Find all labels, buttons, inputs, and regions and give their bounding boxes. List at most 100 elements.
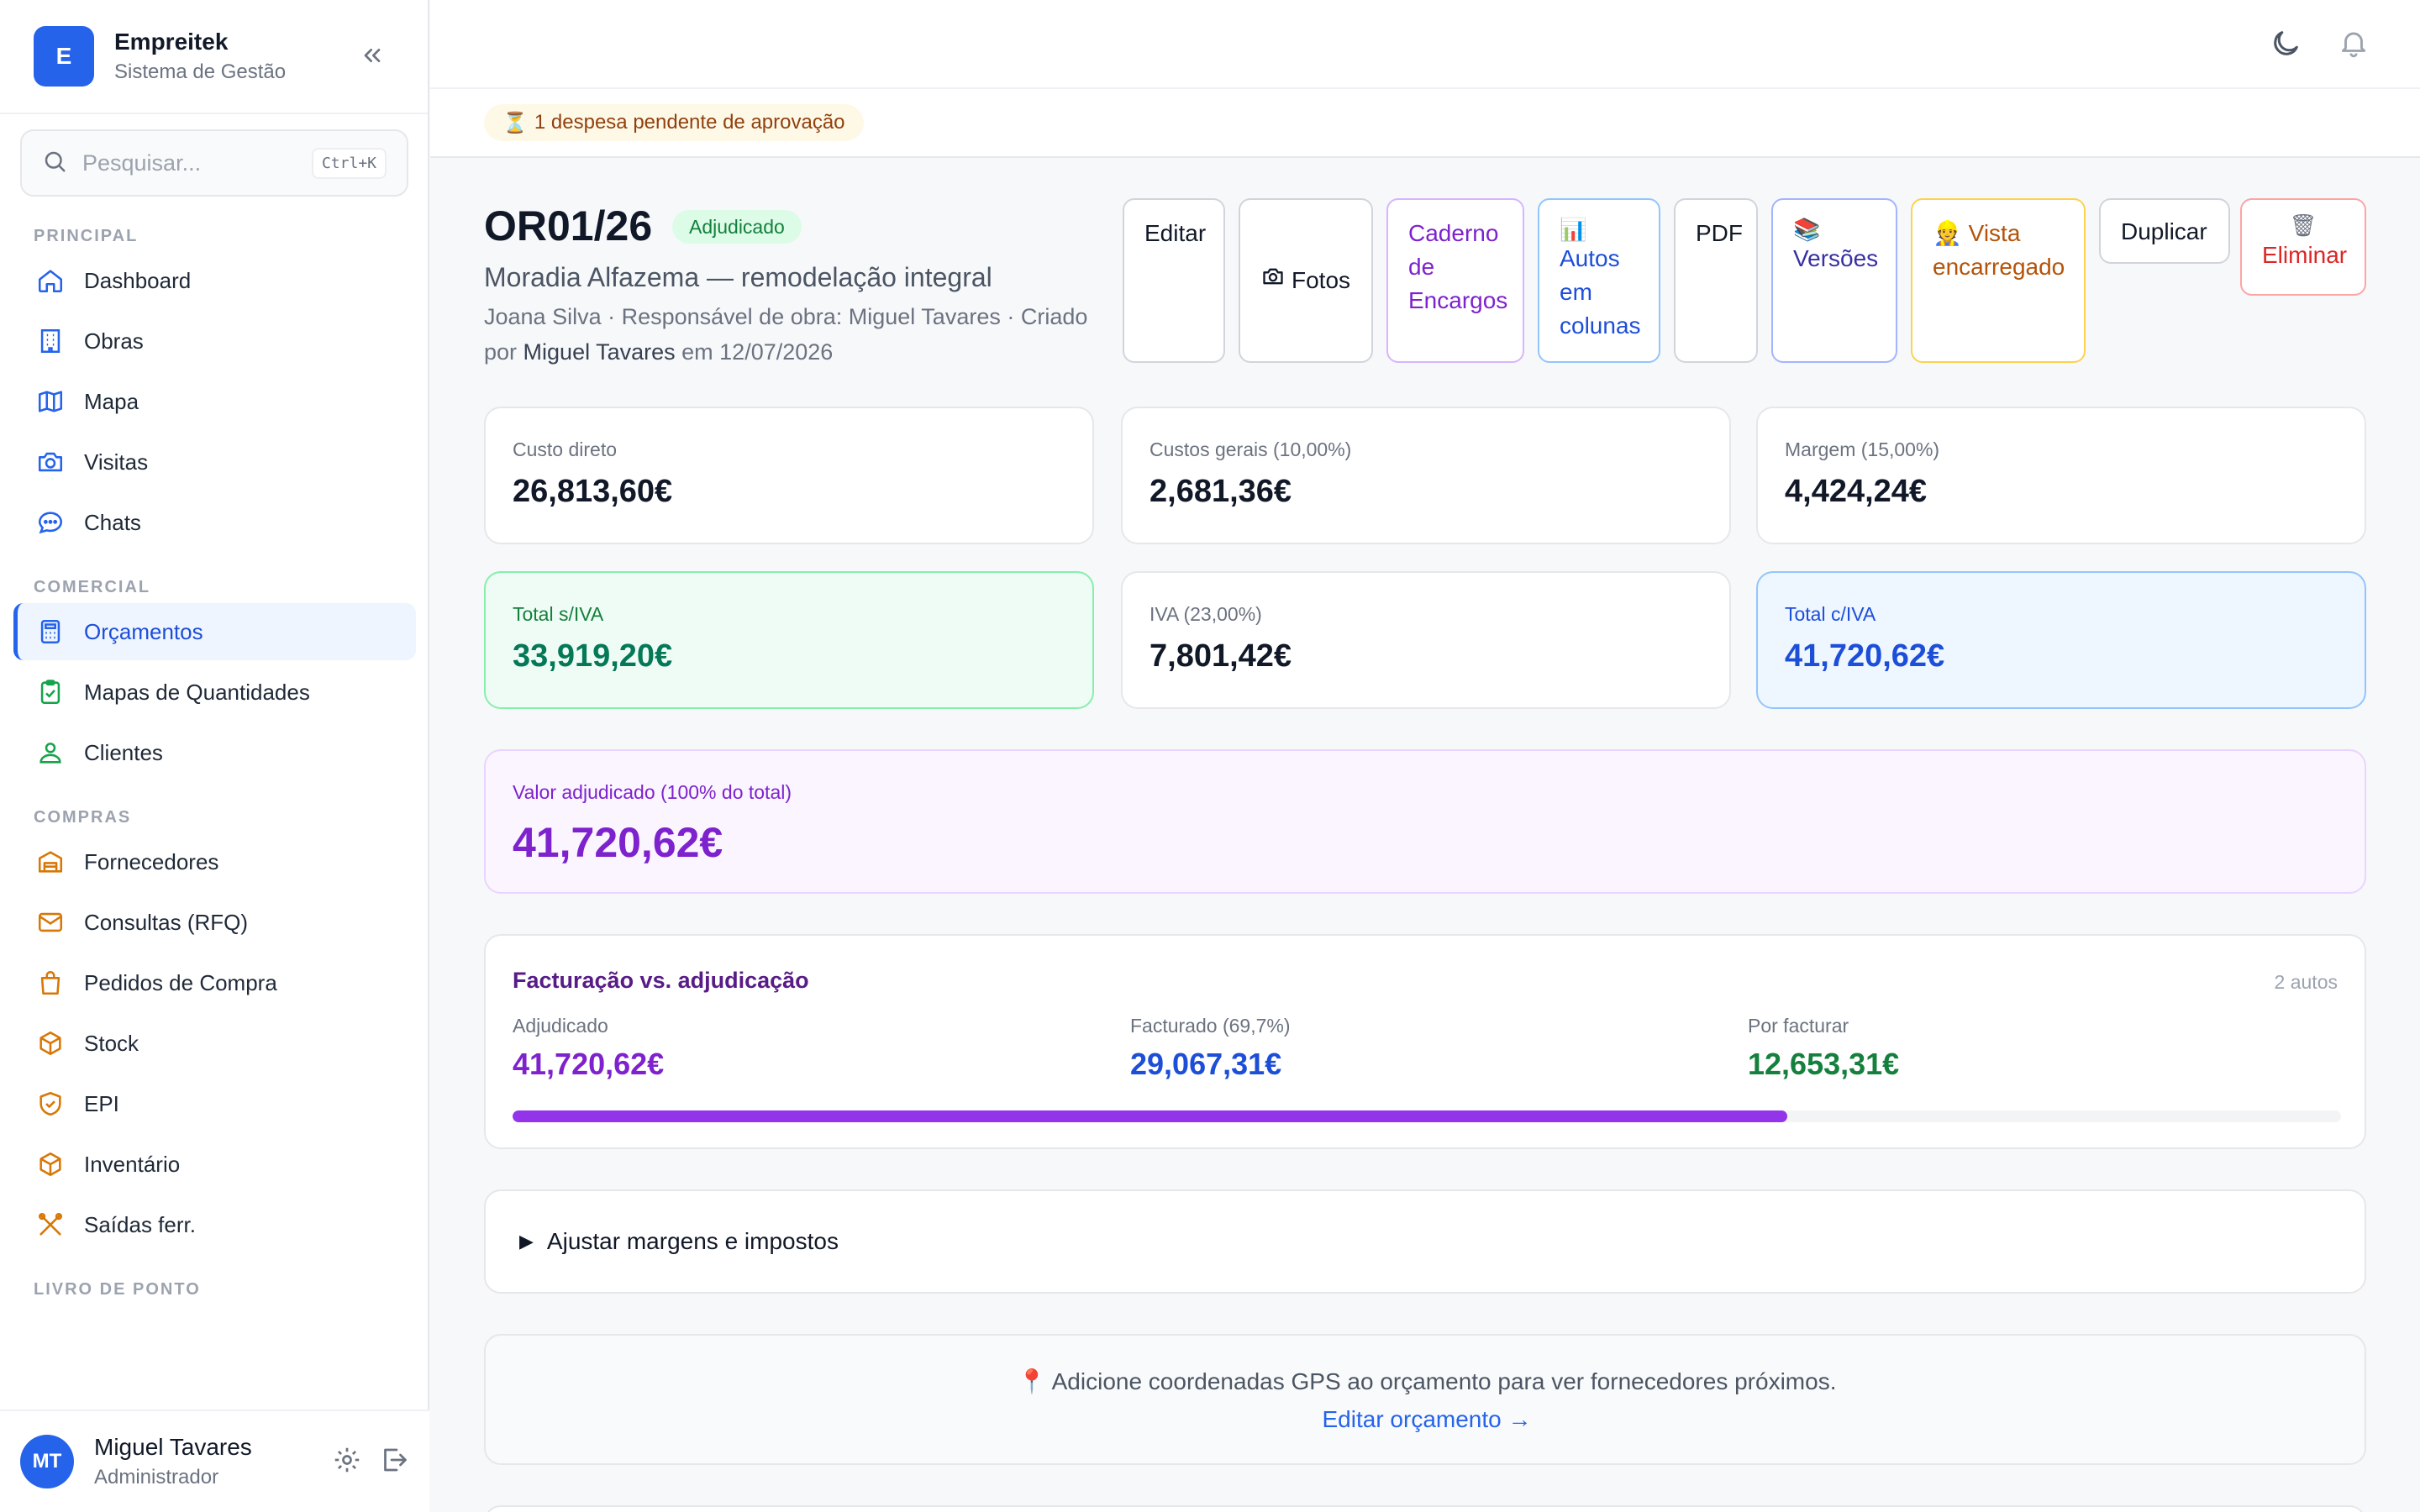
- sidebar-item-mapas-quantidades[interactable]: Mapas de Quantidades: [13, 664, 416, 721]
- sidebar-item-obras[interactable]: Obras: [13, 312, 416, 370]
- sidebar-item-chats[interactable]: Chats: [13, 494, 416, 551]
- sidebar-item-visitas[interactable]: Visitas: [13, 433, 416, 491]
- page-title: OR01/26: [484, 202, 653, 249]
- billing-remaining-label: Por facturar: [1748, 1015, 1849, 1037]
- calculator-icon: [34, 615, 67, 648]
- bell-icon[interactable]: [2338, 27, 2370, 63]
- sidebar-item-label: Consultas (RFQ): [84, 909, 249, 935]
- trash-icon: 🗑: [2289, 213, 2317, 238]
- photos-label: Fotos: [1291, 267, 1351, 293]
- card-label: Margem (15,00%): [1785, 438, 1940, 460]
- user-panel: MT Miguel Tavares Administrador: [0, 1410, 429, 1512]
- card-value: 33,919,20€: [513, 638, 673, 674]
- duplicate-button[interactable]: Duplicar: [2099, 198, 2230, 264]
- summary-card-subtotal: Total s/IVA 33,919,20€: [484, 571, 1094, 709]
- sidebar-item-pedidos-compra[interactable]: Pedidos de Compra: [13, 954, 416, 1011]
- app-name: Empreitek: [114, 29, 229, 55]
- sidebar-item-epi[interactable]: EPI: [13, 1075, 416, 1132]
- sidebar-item-label: Fornecedores: [84, 848, 219, 874]
- sidebar-item-orcamentos[interactable]: Orçamentos: [13, 603, 416, 660]
- pin-icon: 📍: [1017, 1368, 1047, 1394]
- chat-icon: [34, 506, 67, 539]
- sidebar-item-label: Mapas de Quantidades: [84, 679, 310, 705]
- bar-chart-icon: 📊: [1560, 217, 1587, 242]
- shield-icon: [34, 1087, 67, 1121]
- search-input[interactable]: Pesquisar... Ctrl+K: [20, 129, 408, 197]
- logout-icon[interactable]: [379, 1445, 409, 1479]
- nav-section-title: COMERCIAL: [34, 578, 151, 596]
- card-label: Custo direto: [513, 438, 618, 460]
- billing-awarded-label: Adjudicado: [513, 1015, 608, 1037]
- moon-icon[interactable]: [2269, 27, 2302, 65]
- sidebar-item-consultas-rfq[interactable]: Consultas (RFQ): [13, 894, 416, 951]
- box-icon: [34, 1147, 67, 1181]
- camera-icon: [1261, 264, 1285, 297]
- adjust-margins-label: Ajustar margens e impostos: [546, 1228, 839, 1254]
- app-subtitle: Sistema de Gestão: [114, 60, 287, 83]
- meta-author: Miguel Tavares: [523, 339, 676, 365]
- summary-card-direct-cost: Custo direto 26,813,60€: [484, 407, 1094, 544]
- tools-icon: [34, 1208, 67, 1242]
- sidebar-item-clientes[interactable]: Clientes: [13, 724, 416, 781]
- card-value: 26,813,60€: [513, 474, 673, 509]
- sidebar-item-dashboard[interactable]: Dashboard: [13, 252, 416, 309]
- sidebar-item-stock[interactable]: Stock: [13, 1015, 416, 1072]
- adjust-margins-toggle[interactable]: ▶ Ajustar margens e impostos: [484, 1189, 2366, 1294]
- foreman-view-button[interactable]: 👷 Vista encarregado: [1911, 198, 2086, 363]
- billing-billed-label: Facturado (69,7%): [1130, 1015, 1291, 1037]
- edit-budget-link[interactable]: Editar orçamento →: [1322, 1406, 1532, 1432]
- chevrons-left-icon[interactable]: [359, 42, 386, 73]
- sidebar-item-label: Visitas: [84, 449, 149, 475]
- autos-columns-button[interactable]: 📊 Autos em colunas: [1538, 198, 1660, 363]
- delete-button[interactable]: 🗑 Eliminar: [2240, 198, 2366, 296]
- gps-notice-text: Adicione coordenadas GPS ao orçamento pa…: [1051, 1368, 1837, 1394]
- sidebar-item-saidas-ferr[interactable]: Saídas ferr.: [13, 1196, 416, 1253]
- card-label: Total c/IVA: [1785, 603, 1876, 625]
- sidebar-item-mapa[interactable]: Mapa: [13, 373, 416, 430]
- triangle-right-icon: ▶: [519, 1231, 534, 1252]
- nav-section-title: PRINCIPAL: [34, 227, 139, 245]
- edit-button[interactable]: Editar: [1123, 198, 1225, 363]
- sidebar-item-label: Orçamentos: [84, 618, 203, 644]
- worker-icon: 👷: [1933, 220, 1962, 246]
- bag-icon: [34, 966, 67, 1000]
- card-label: Total s/IVA: [513, 603, 604, 625]
- pdf-button[interactable]: PDF: [1674, 198, 1758, 363]
- summary-card-margin: Margem (15,00%) 4,424,24€: [1756, 407, 2366, 544]
- status-badge: Adjudicado: [672, 210, 802, 244]
- mail-icon: [34, 906, 67, 939]
- pending-expense-badge[interactable]: ⏳ 1 despesa pendente de aprovação: [484, 104, 864, 141]
- card-label: IVA (23,00%): [1150, 603, 1262, 625]
- camera-icon: [34, 445, 67, 479]
- gear-icon[interactable]: [332, 1445, 362, 1479]
- specs-button[interactable]: Caderno de Encargos: [1386, 198, 1524, 363]
- top-bar: [430, 0, 2420, 89]
- card-value: 2,681,36€: [1150, 474, 1292, 509]
- summary-card-total: Total c/IVA 41,720,62€: [1756, 571, 2366, 709]
- nav-section-title: LIVRO DE PONTO: [34, 1280, 201, 1299]
- books-icon: 📚: [1793, 217, 1821, 242]
- billing-progress-bar: [513, 1110, 2341, 1122]
- photos-button[interactable]: Fotos: [1239, 198, 1373, 363]
- map-icon: [34, 385, 67, 418]
- awarded-value: 41,720,62€: [513, 819, 723, 866]
- sidebar-item-label: EPI: [84, 1090, 119, 1116]
- search-icon: [42, 149, 67, 178]
- budget-title: Moradia Alfazema — remodelação integral: [484, 262, 992, 292]
- avatar[interactable]: MT: [20, 1435, 74, 1488]
- sidebar-item-fornecedores[interactable]: Fornecedores: [13, 833, 416, 890]
- home-icon: [34, 264, 67, 297]
- billing-awarded-value: 41,720,62€: [513, 1047, 665, 1081]
- app-logo[interactable]: E: [34, 26, 94, 87]
- search-placeholder: Pesquisar...: [82, 150, 202, 176]
- card-label: Custos gerais (10,00%): [1150, 438, 1352, 460]
- building-icon: [34, 324, 67, 358]
- autos-label: Autos em colunas: [1560, 245, 1641, 339]
- budget-meta: Joana Silva · Responsável de obra: Migue…: [484, 299, 1097, 370]
- nav-section-title: COMPRAS: [34, 808, 132, 827]
- meta-date: em 12/07/2026: [681, 339, 834, 365]
- versions-button[interactable]: 📚 Versões: [1771, 198, 1897, 363]
- brand-header: E Empreitek Sistema de Gestão: [0, 0, 428, 114]
- sidebar-item-inventario[interactable]: Inventário: [13, 1136, 416, 1193]
- sidebar-item-label: Clientes: [84, 739, 163, 765]
